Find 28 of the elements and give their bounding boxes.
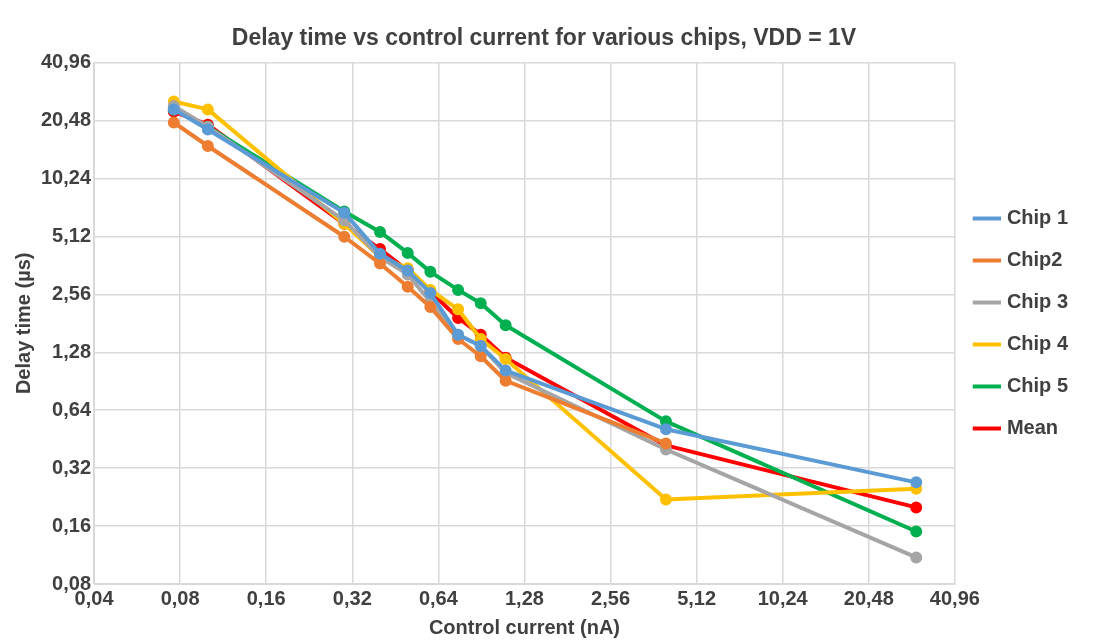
x-tick-label: 0,32 [332,586,372,609]
legend-label: Chip 3 [1006,290,1069,313]
y-tick-label: 10,24 [40,165,92,188]
x-tick-label: 2,56 [591,586,631,609]
x-tick-label: 0,08 [160,586,200,609]
x-tick-label: 0,64 [418,586,459,609]
y-axis-title: Delay time (µs) [11,252,34,395]
y-tick-label: 1,28 [52,339,92,362]
y-tick-label: 5,12 [52,223,92,246]
x-tick-label: 1,28 [505,586,544,609]
y-tick-label: 20,48 [40,108,92,131]
x-tick-label: 0,16 [246,586,286,609]
legend-label: Chip2 [1006,248,1063,271]
x-tick-label: 40,96 [929,586,980,609]
x-tick-label: 5,12 [677,586,717,609]
y-tick-label: 0,32 [52,455,92,478]
legend-label: Chip 4 [1006,332,1069,355]
x-tick-label: 20,48 [843,586,894,609]
legend-label: Mean [1006,416,1059,439]
x-axis-title: Control current (nA) [428,615,621,638]
y-tick-label: 40,96 [40,50,92,73]
y-tick-label: 0,16 [52,513,92,536]
legend-label: Chip 1 [1006,206,1069,229]
y-tick-label: 2,56 [52,281,92,304]
y-tick-label: 0,64 [52,397,92,420]
chart-title: Delay time vs control current for various chips, VDD = 1V [231,24,857,51]
legend-label: Chip 5 [1006,374,1069,397]
x-tick-label: 10,24 [757,586,809,609]
